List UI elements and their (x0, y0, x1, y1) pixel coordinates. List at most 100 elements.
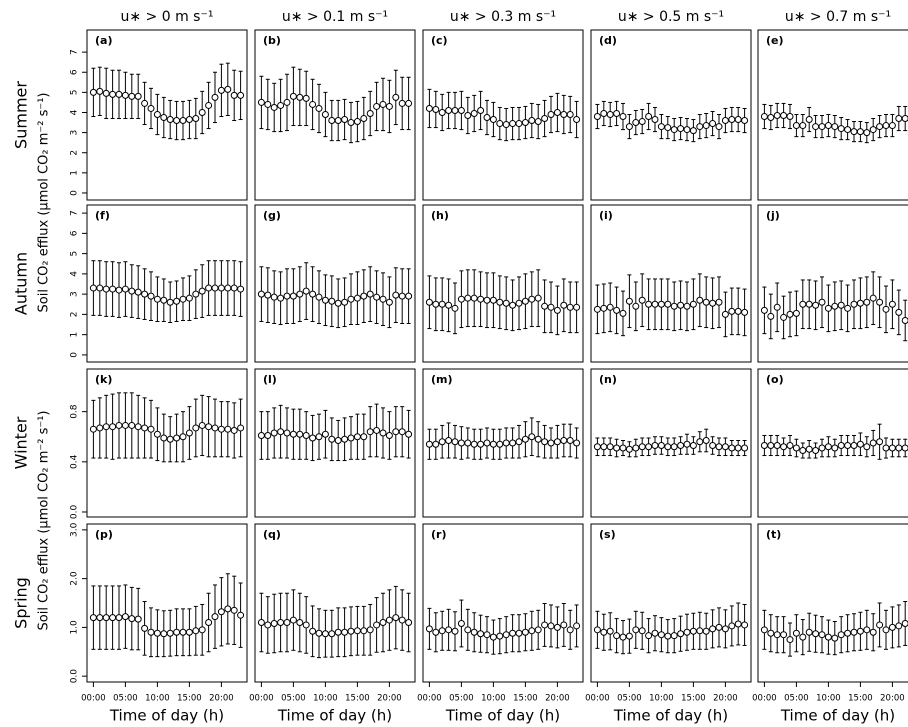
point (489, 116, 497, 124)
point (702, 298, 710, 306)
point (792, 309, 800, 317)
point (147, 104, 155, 112)
point (464, 626, 472, 634)
point (632, 119, 640, 127)
point (645, 632, 653, 640)
point (198, 626, 206, 634)
point (102, 285, 110, 293)
column-title: u∗ > 0 m s⁻¹ (121, 9, 214, 25)
point (179, 628, 187, 636)
point (211, 424, 219, 432)
point (398, 292, 406, 300)
point (257, 98, 265, 106)
point (509, 301, 517, 309)
point (786, 113, 794, 121)
panel-title: (b) (263, 34, 281, 47)
point (515, 299, 523, 307)
y-tick-label: 7 (70, 210, 80, 216)
point (477, 106, 485, 114)
point (230, 91, 238, 99)
point (638, 296, 646, 304)
point (457, 295, 465, 303)
point (901, 619, 908, 627)
point (102, 89, 110, 97)
point (328, 297, 336, 305)
point (632, 302, 640, 310)
point (102, 423, 110, 431)
point (211, 284, 219, 292)
point (366, 290, 374, 298)
point (489, 296, 497, 304)
x-tick-label: 20:00 (377, 694, 402, 704)
point (613, 306, 621, 314)
panel-frame (86, 29, 248, 201)
point (438, 438, 446, 446)
point (696, 296, 704, 304)
point (328, 435, 336, 443)
point (657, 123, 665, 131)
point (844, 442, 852, 450)
point (521, 297, 529, 305)
point (850, 300, 858, 308)
point (664, 443, 672, 451)
point (264, 100, 272, 108)
x-tick-label: 20:00 (713, 694, 738, 704)
point (593, 443, 601, 451)
point (837, 125, 845, 133)
point (882, 122, 890, 130)
x-tick-label: 00:00 (752, 694, 777, 704)
point (606, 627, 614, 635)
point (237, 285, 245, 293)
point (876, 123, 884, 131)
y-tick-label: 0 (70, 190, 80, 196)
point (289, 92, 297, 100)
point (353, 118, 361, 126)
panel-frame (757, 368, 908, 518)
x-tick-label: 15:00 (177, 694, 202, 704)
point (489, 440, 497, 448)
point (566, 303, 574, 311)
point (496, 120, 504, 128)
point (141, 624, 149, 632)
point (844, 304, 852, 312)
y-tick-label: 3 (70, 291, 80, 297)
point (683, 440, 691, 448)
point (115, 421, 123, 429)
point (541, 438, 549, 446)
point (767, 312, 775, 320)
point (812, 447, 820, 455)
point (211, 613, 219, 621)
point (315, 433, 323, 441)
point (824, 304, 832, 312)
point (224, 85, 232, 93)
point (831, 634, 839, 642)
y-tick-label: 5 (70, 251, 80, 257)
point (392, 291, 400, 299)
point (296, 619, 304, 627)
point (901, 316, 908, 324)
point (109, 285, 117, 293)
point (173, 628, 181, 636)
point (179, 295, 187, 303)
point (534, 435, 542, 443)
point (153, 110, 161, 118)
point (760, 306, 768, 314)
point (863, 626, 871, 634)
point (831, 302, 839, 310)
point (360, 627, 368, 635)
point (205, 619, 213, 627)
point (509, 629, 517, 637)
point (876, 438, 884, 446)
point (773, 631, 781, 639)
point (321, 110, 329, 118)
point (850, 442, 858, 450)
point (489, 633, 497, 641)
point (541, 621, 549, 629)
point (895, 444, 903, 452)
point (379, 429, 387, 437)
point (270, 103, 278, 111)
x-axis-label: Time of day (h) (277, 707, 392, 725)
point (521, 119, 529, 127)
point (619, 309, 627, 317)
point (283, 429, 291, 437)
